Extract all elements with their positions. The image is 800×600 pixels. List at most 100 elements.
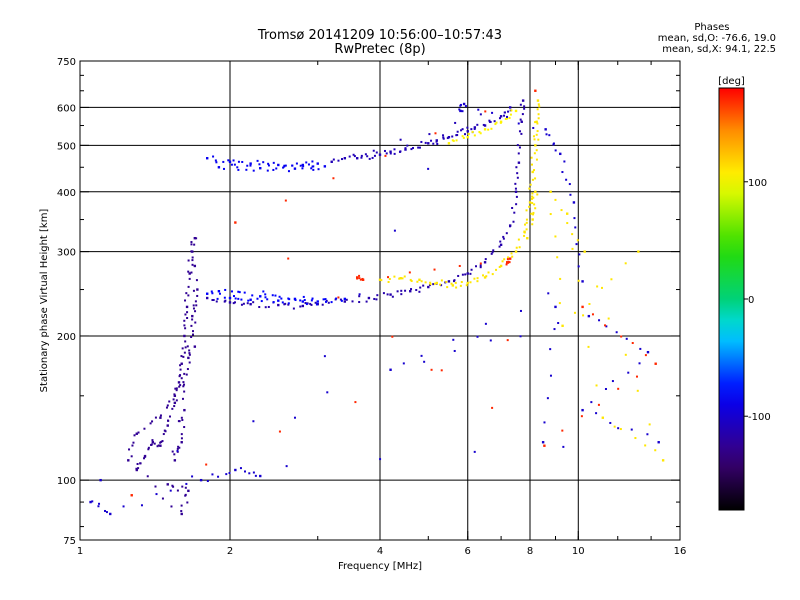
data-point — [408, 271, 411, 274]
data-point — [624, 262, 627, 265]
data-point — [278, 430, 281, 433]
data-point — [183, 408, 186, 412]
data-point — [311, 297, 314, 300]
data-point — [498, 117, 501, 120]
data-point — [562, 445, 565, 448]
data-point — [528, 205, 531, 208]
data-point — [537, 113, 540, 116]
data-point — [535, 158, 538, 161]
data-point — [191, 256, 194, 259]
data-point — [393, 275, 396, 278]
data-point — [254, 474, 257, 477]
data-point — [312, 165, 315, 168]
data-point — [588, 303, 591, 306]
data-point — [310, 299, 313, 302]
data-point — [464, 105, 467, 108]
data-point — [455, 134, 458, 137]
data-point — [545, 133, 548, 136]
data-point — [361, 278, 365, 281]
data-point — [191, 259, 194, 262]
data-point — [523, 105, 526, 108]
data-point — [508, 261, 511, 264]
y-tick-label-500: 500 — [57, 141, 76, 152]
phases-line-o: mean, sd,O: -76.6, 19.0 — [657, 33, 776, 44]
data-point — [537, 103, 540, 106]
data-point — [234, 297, 237, 300]
data-point — [385, 152, 388, 155]
data-point — [513, 211, 516, 214]
data-point — [249, 302, 252, 306]
data-point — [228, 472, 231, 475]
data-point — [192, 333, 195, 336]
data-point — [166, 424, 169, 427]
data-point — [557, 322, 560, 325]
data-point — [508, 224, 512, 227]
phases-line-x: mean, sd,X: 94.1, 22.5 — [662, 44, 776, 55]
series-F1-low — [205, 99, 526, 310]
data-point — [396, 290, 399, 293]
data-point — [211, 473, 214, 476]
data-point — [359, 278, 362, 281]
data-point — [459, 109, 462, 113]
data-point — [506, 117, 509, 120]
y-tick-label-600: 600 — [57, 103, 76, 114]
data-point — [358, 274, 361, 277]
data-point — [613, 425, 616, 428]
data-point — [187, 356, 190, 360]
data-point — [171, 407, 174, 410]
data-point — [461, 273, 464, 276]
data-point — [544, 128, 547, 131]
data-point — [190, 250, 193, 253]
data-point — [240, 298, 243, 301]
data-point — [525, 209, 528, 212]
data-point — [256, 159, 259, 162]
data-point — [638, 362, 641, 365]
data-point — [287, 302, 290, 305]
data-point — [461, 135, 464, 138]
data-point — [534, 177, 537, 180]
data-point — [455, 139, 458, 142]
data-point — [172, 398, 175, 401]
data-point — [230, 163, 233, 166]
data-point — [299, 305, 302, 308]
data-point — [293, 297, 297, 301]
data-point — [420, 140, 423, 143]
data-point — [239, 467, 242, 470]
data-point — [304, 302, 307, 305]
data-point — [455, 286, 458, 289]
data-point — [177, 445, 180, 448]
colorbar-tick-label-100: 100 — [748, 178, 767, 189]
data-point — [430, 368, 433, 371]
data-point — [627, 371, 630, 374]
data-point — [393, 229, 396, 232]
data-point — [530, 163, 533, 166]
data-point — [188, 361, 191, 364]
data-point — [415, 289, 418, 292]
data-point — [404, 289, 407, 292]
data-point — [159, 444, 162, 447]
data-point — [634, 437, 637, 440]
data-point — [187, 259, 190, 262]
data-point — [109, 512, 112, 516]
data-point — [341, 158, 344, 161]
data-point — [144, 454, 147, 457]
data-point — [573, 311, 576, 314]
data-point — [477, 108, 480, 111]
data-point — [364, 153, 367, 156]
data-point — [491, 406, 494, 409]
data-point — [172, 485, 175, 488]
data-point — [499, 120, 503, 123]
data-point — [315, 303, 318, 306]
data-point — [491, 111, 494, 114]
x-tick-label-16: 16 — [674, 546, 687, 557]
data-point — [177, 420, 180, 423]
data-point — [190, 241, 193, 244]
data-point — [352, 153, 355, 156]
data-point — [576, 239, 579, 242]
data-point — [178, 385, 181, 388]
data-point — [193, 236, 197, 240]
data-point — [440, 279, 443, 282]
data-point — [302, 295, 305, 298]
data-point — [174, 387, 177, 390]
data-point — [482, 123, 485, 126]
